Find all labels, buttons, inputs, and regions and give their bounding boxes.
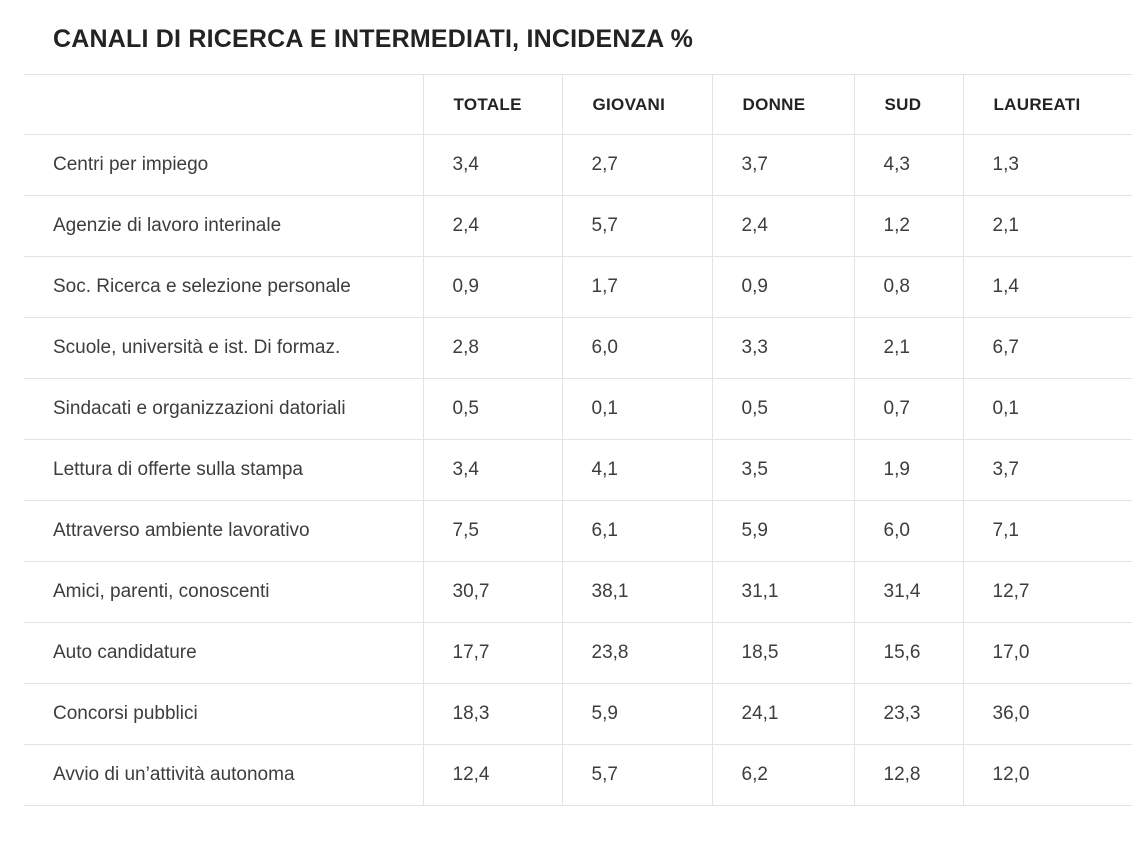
table-row: Scuole, università e ist. Di formaz. 2,8 6…	[24, 317, 1132, 379]
cell-value: 17,7	[422, 622, 562, 684]
cell-value: 3,7	[711, 134, 854, 196]
table-row: Centri per impiego 3,4 2,7 3,7 4,3 1,3	[24, 134, 1132, 196]
column-header-donne: DONNE	[711, 74, 854, 135]
cell-value: 1,3	[962, 134, 1132, 196]
cell-value: 15,6	[853, 622, 963, 684]
cell-value: 12,0	[962, 744, 1132, 806]
table-row: Avvio di un’attività autonoma 12,4 5,7 6,2 1…	[24, 744, 1132, 806]
table-row: Soc. Ricerca e selezione personale 0,9 1,7…	[24, 256, 1132, 318]
cell-value: 0,5	[422, 378, 562, 440]
cell-value: 0,1	[962, 378, 1132, 440]
table-row: Sindacati e organizzazioni datoriali 0,5 0…	[24, 378, 1132, 440]
column-header-sud: SUD	[853, 74, 963, 135]
row-label: Attraverso ambiente lavorativo	[24, 500, 423, 562]
cell-value: 31,1	[711, 561, 854, 623]
cell-value: 23,8	[561, 622, 712, 684]
table-body: Centri per impiego 3,4 2,7 3,7 4,3 1,3 Agenzie…	[24, 134, 1132, 806]
page: { "title": "CANALI DI RICERCA E INTERMED…	[0, 25, 1132, 849]
row-label: Concorsi pubblici	[24, 683, 423, 745]
row-label: Soc. Ricerca e selezione personale	[24, 256, 423, 318]
cell-value: 0,5	[711, 378, 854, 440]
cell-value: 0,7	[853, 378, 963, 440]
cell-value: 30,7	[422, 561, 562, 623]
cell-value: 7,1	[962, 500, 1132, 562]
table-row: Agenzie di lavoro interinale 2,4 5,7 2,4 1,2…	[24, 195, 1132, 257]
table-row: Concorsi pubblici 18,3 5,9 24,1 23,3 36,0	[24, 683, 1132, 745]
cell-value: 4,1	[561, 439, 712, 501]
table-row: Auto candidature 17,7 23,8 18,5 15,6 17,0	[24, 622, 1132, 684]
cell-value: 2,4	[711, 195, 854, 257]
cell-value: 1,4	[962, 256, 1132, 318]
cell-value: 7,5	[422, 500, 562, 562]
row-label: Centri per impiego	[24, 134, 423, 196]
column-header-giovani: GIOVANI	[561, 74, 712, 135]
cell-value: 6,1	[561, 500, 712, 562]
row-label: Amici, parenti, conoscenti	[24, 561, 423, 623]
cell-value: 36,0	[962, 683, 1132, 745]
cell-value: 5,9	[561, 683, 712, 745]
cell-value: 5,9	[711, 500, 854, 562]
cell-value: 2,4	[422, 195, 562, 257]
cell-value: 18,3	[422, 683, 562, 745]
header-row: TOTALE GIOVANI DONNE SUD LAUREATI	[24, 74, 1132, 135]
cell-value: 6,2	[711, 744, 854, 806]
table-row: Amici, parenti, conoscenti 30,7 38,1 31,1 31…	[24, 561, 1132, 623]
column-header-totale: TOTALE	[422, 74, 562, 135]
row-label: Scuole, università e ist. Di formaz.	[24, 317, 423, 379]
cell-value: 1,7	[561, 256, 712, 318]
cell-value: 5,7	[561, 195, 712, 257]
cell-value: 1,2	[853, 195, 963, 257]
cell-value: 2,8	[422, 317, 562, 379]
cell-value: 23,3	[853, 683, 963, 745]
cell-value: 0,1	[561, 378, 712, 440]
cell-value: 31,4	[853, 561, 963, 623]
cell-value: 5,7	[561, 744, 712, 806]
row-label: Agenzie di lavoro interinale	[24, 195, 423, 257]
cell-value: 18,5	[711, 622, 854, 684]
cell-value: 12,4	[422, 744, 562, 806]
incidence-table: TOTALE GIOVANI DONNE SUD LAUREATI Centri…	[24, 74, 1132, 806]
cell-value: 1,9	[853, 439, 963, 501]
cell-value: 4,3	[853, 134, 963, 196]
row-label: Lettura di offerte sulla stampa	[24, 439, 423, 501]
cell-value: 3,4	[422, 439, 562, 501]
cell-value: 2,1	[853, 317, 963, 379]
cell-value: 0,9	[711, 256, 854, 318]
cell-value: 6,7	[962, 317, 1132, 379]
cell-value: 12,7	[962, 561, 1132, 623]
row-label: Sindacati e organizzazioni datoriali	[24, 378, 423, 440]
cell-value: 0,9	[422, 256, 562, 318]
cell-value: 24,1	[711, 683, 854, 745]
row-label: Avvio di un’attività autonoma	[24, 744, 423, 806]
cell-value: 3,7	[962, 439, 1132, 501]
cell-value: 3,3	[711, 317, 854, 379]
page-title: CANALI DI RICERCA E INTERMEDIATI, INCIDE…	[53, 25, 694, 53]
table-row: Attraverso ambiente lavorativo 7,5 6,1 5,9 6…	[24, 500, 1132, 562]
cell-value: 2,1	[962, 195, 1132, 257]
cell-value: 0,8	[853, 256, 963, 318]
cell-value: 17,0	[962, 622, 1132, 684]
cell-value: 38,1	[561, 561, 712, 623]
table-header: TOTALE GIOVANI DONNE SUD LAUREATI	[24, 74, 1132, 135]
cell-value: 12,8	[853, 744, 963, 806]
column-header-empty	[24, 74, 423, 135]
cell-value: 6,0	[561, 317, 712, 379]
cell-value: 6,0	[853, 500, 963, 562]
table-row: Lettura di offerte sulla stampa 3,4 4,1 3,5…	[24, 439, 1132, 501]
cell-value: 3,5	[711, 439, 854, 501]
cell-value: 3,4	[422, 134, 562, 196]
column-header-laureati: LAUREATI	[962, 74, 1132, 135]
cell-value: 2,7	[561, 134, 712, 196]
row-label: Auto candidature	[24, 622, 423, 684]
